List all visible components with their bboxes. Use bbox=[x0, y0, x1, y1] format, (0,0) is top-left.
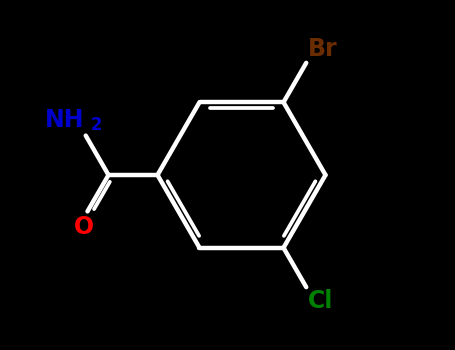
Text: O: O bbox=[74, 215, 94, 239]
Text: Cl: Cl bbox=[308, 289, 334, 313]
Text: NH: NH bbox=[45, 108, 84, 132]
Text: 2: 2 bbox=[91, 116, 102, 134]
Text: Br: Br bbox=[308, 37, 338, 61]
